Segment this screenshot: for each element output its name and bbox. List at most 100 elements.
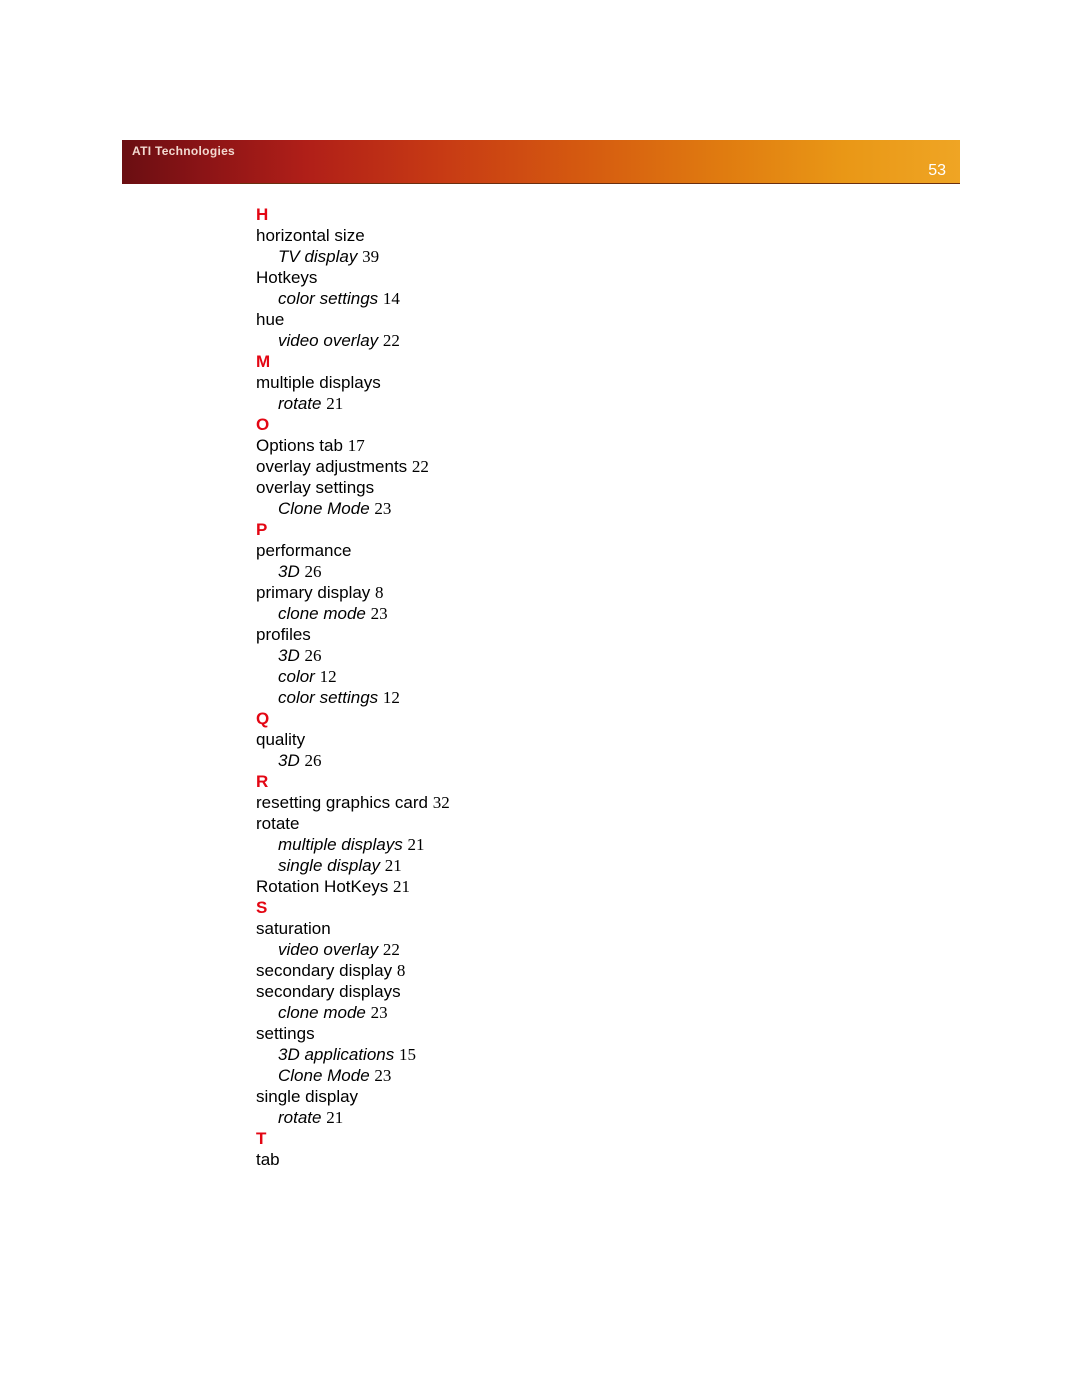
entry-label: Rotation HotKeys — [256, 877, 388, 896]
subentry-single-display: single display 21 — [278, 855, 816, 876]
subentry-label: 3D applications — [278, 1045, 394, 1064]
subentry-page: 22 — [383, 331, 400, 350]
subentry-page: 21 — [326, 1108, 343, 1127]
subentry-page: 39 — [362, 247, 379, 266]
entry-single-display: single display — [256, 1086, 816, 1107]
subentry-rotate: rotate 21 — [278, 1107, 816, 1128]
subentry-3d: 3D 26 — [278, 645, 816, 666]
subentry-label: clone mode — [278, 604, 366, 623]
entry-label: resetting graphics card — [256, 793, 428, 812]
subentry-label: rotate — [278, 394, 321, 413]
index-letter-h: H — [256, 204, 816, 225]
entry-overlay-settings: overlay settings — [256, 477, 816, 498]
subentry-label: multiple displays — [278, 835, 403, 854]
subentry-page: 26 — [304, 646, 321, 665]
subentry-label: 3D — [278, 562, 300, 581]
entry-multiple-displays: multiple displays — [256, 372, 816, 393]
entry-secondary-display: secondary display 8 — [256, 960, 816, 981]
subentry-page: 23 — [374, 499, 391, 518]
index-letter-r: R — [256, 771, 816, 792]
subentry-color: color 12 — [278, 666, 816, 687]
subentry-clone-mode: Clone Mode 23 — [278, 1065, 816, 1086]
entry-label: Options tab — [256, 436, 343, 455]
subentry-label: 3D — [278, 751, 300, 770]
subentry-page: 23 — [374, 1066, 391, 1085]
header-banner: ATI Technologies 53 — [122, 140, 960, 184]
subentry-video-overlay: video overlay 22 — [278, 939, 816, 960]
index-letter-m: M — [256, 351, 816, 372]
subentry-tv-display: TV display 39 — [278, 246, 816, 267]
entry-rotation-hotkeys: Rotation HotKeys 21 — [256, 876, 816, 897]
entry-label: primary display — [256, 583, 370, 602]
subentry-3d: 3D 26 — [278, 750, 816, 771]
subentry-label: video overlay — [278, 940, 378, 959]
subentry-label: 3D — [278, 646, 300, 665]
entry-resetting: resetting graphics card 32 — [256, 792, 816, 813]
entry-options-tab: Options tab 17 — [256, 435, 816, 456]
subentry-rotate: rotate 21 — [278, 393, 816, 414]
entry-horizontal-size: horizontal size — [256, 225, 816, 246]
entry-page: 32 — [433, 793, 450, 812]
subentry-label: Clone Mode — [278, 499, 370, 518]
entry-page: 21 — [393, 877, 410, 896]
entry-label: overlay adjustments — [256, 457, 407, 476]
subentry-page: 22 — [383, 940, 400, 959]
subentry-page: 26 — [304, 751, 321, 770]
entry-performance: performance — [256, 540, 816, 561]
subentry-page: 21 — [385, 856, 402, 875]
subentry-label: rotate — [278, 1108, 321, 1127]
page: ATI Technologies 53 H horizontal size TV… — [0, 0, 1080, 1397]
entry-label: secondary display — [256, 961, 392, 980]
index-letter-o: O — [256, 414, 816, 435]
index-content: H horizontal size TV display 39 Hotkeys … — [256, 204, 816, 1170]
brand-text: ATI Technologies — [132, 144, 235, 158]
subentry-page: 21 — [326, 394, 343, 413]
entry-secondary-displays: secondary displays — [256, 981, 816, 1002]
subentry-color-settings: color settings 12 — [278, 687, 816, 708]
index-letter-p: P — [256, 519, 816, 540]
subentry-3d: 3D 26 — [278, 561, 816, 582]
entry-saturation: saturation — [256, 918, 816, 939]
entry-page: 17 — [348, 436, 365, 455]
entry-hotkeys: Hotkeys — [256, 267, 816, 288]
entry-page: 8 — [375, 583, 384, 602]
subentry-label: clone mode — [278, 1003, 366, 1022]
subentry-label: color settings — [278, 688, 378, 707]
subentry-label: single display — [278, 856, 380, 875]
index-letter-t: T — [256, 1128, 816, 1149]
entry-page: 8 — [397, 961, 406, 980]
subentry-clone-mode: clone mode 23 — [278, 603, 816, 624]
subentry-label: TV display — [278, 247, 357, 266]
subentry-label: color — [278, 667, 315, 686]
subentry-video-overlay: video overlay 22 — [278, 330, 816, 351]
subentry-label: Clone Mode — [278, 1066, 370, 1085]
subentry-color-settings: color settings 14 — [278, 288, 816, 309]
entry-primary-display: primary display 8 — [256, 582, 816, 603]
entry-profiles: profiles — [256, 624, 816, 645]
subentry-page: 23 — [371, 1003, 388, 1022]
entry-settings: settings — [256, 1023, 816, 1044]
entry-quality: quality — [256, 729, 816, 750]
subentry-page: 23 — [371, 604, 388, 623]
banner-underline — [240, 183, 960, 184]
subentry-clone-mode: Clone Mode 23 — [278, 498, 816, 519]
index-letter-q: Q — [256, 708, 816, 729]
entry-tab: tab — [256, 1149, 816, 1170]
subentry-clone-mode: clone mode 23 — [278, 1002, 816, 1023]
subentry-page: 15 — [399, 1045, 416, 1064]
index-letter-s: S — [256, 897, 816, 918]
subentry-page: 21 — [407, 835, 424, 854]
entry-hue: hue — [256, 309, 816, 330]
subentry-page: 12 — [320, 667, 337, 686]
subentry-multiple-displays: multiple displays 21 — [278, 834, 816, 855]
subentry-3d-applications: 3D applications 15 — [278, 1044, 816, 1065]
page-number: 53 — [928, 162, 946, 180]
entry-overlay-adjustments: overlay adjustments 22 — [256, 456, 816, 477]
subentry-label: video overlay — [278, 331, 378, 350]
subentry-label: color settings — [278, 289, 378, 308]
entry-page: 22 — [412, 457, 429, 476]
subentry-page: 26 — [304, 562, 321, 581]
subentry-page: 14 — [383, 289, 400, 308]
entry-rotate: rotate — [256, 813, 816, 834]
subentry-page: 12 — [383, 688, 400, 707]
